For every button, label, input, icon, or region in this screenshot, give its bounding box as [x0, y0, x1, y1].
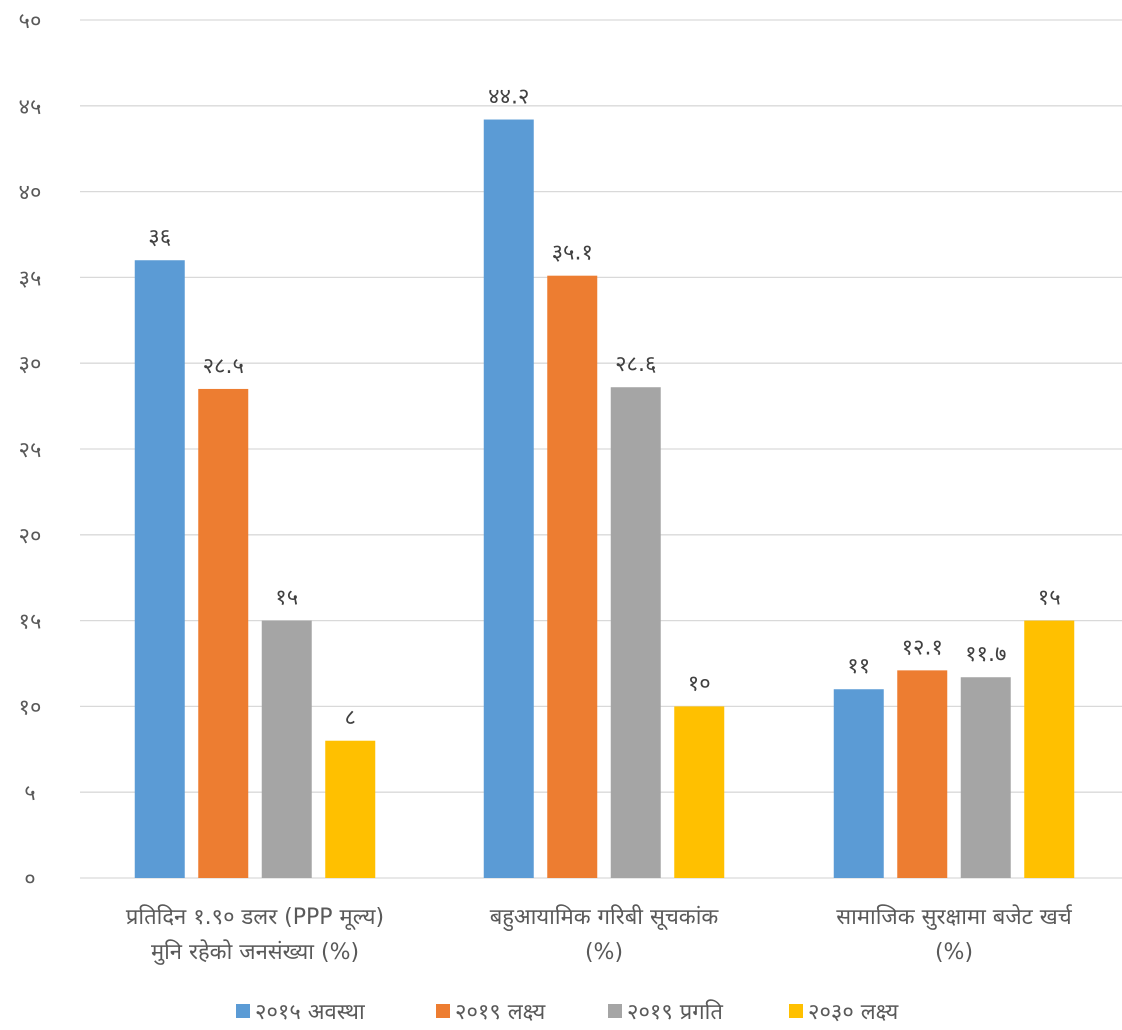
y-tick-label: १५ [19, 610, 42, 635]
y-tick-label: ३५ [19, 266, 42, 291]
y-tick-label: ५ [24, 781, 35, 806]
legend-swatch [236, 1004, 250, 1018]
legend: २०१५ अवस्था २०१९ लक्ष्य २०१९ प्रगति २०३० लक… [236, 999, 899, 1025]
data-label: २८.६ [615, 352, 656, 377]
bar [897, 670, 948, 878]
data-label: ३५.१ [552, 241, 593, 266]
legend-label: २०१५ अवस्था [255, 1000, 365, 1025]
legend-swatch [789, 1004, 803, 1018]
legend-label: २०१९ प्रगति [627, 999, 723, 1025]
bar [483, 119, 534, 878]
category-label: (%) [935, 940, 973, 965]
data-labels: ३६ ४४.२ ११ २८.५ ३५.१ १२.१ १५ २८.६ ११.७ ८ १० १५ [148, 85, 1060, 731]
data-label: ८ [345, 706, 356, 731]
legend-swatch [436, 1004, 450, 1018]
legend-label: २०३० लक्ष्य [808, 1000, 899, 1025]
data-label: १२.१ [902, 635, 943, 660]
category-label: प्रतिदिन १.९० डलर (PPP मूल्य) [126, 904, 384, 931]
bars [134, 119, 1075, 879]
bar [1024, 620, 1075, 878]
y-tick-label: ४५ [19, 95, 42, 120]
bar [674, 706, 725, 878]
y-tick-label: २० [19, 524, 42, 549]
bar [610, 387, 661, 878]
category-label: मुनि रहेको जनसंख्या (%) [151, 939, 359, 965]
data-label: १५ [1038, 586, 1061, 611]
y-tick-label: २५ [19, 438, 42, 463]
y-tick-label: ५० [19, 9, 42, 34]
bar [325, 740, 376, 878]
data-label: २८.५ [203, 354, 244, 379]
data-label: ११ [847, 654, 870, 679]
y-tick-label: १० [19, 695, 42, 720]
data-label: १५ [275, 586, 298, 611]
bar [833, 689, 884, 878]
y-axis-tick-labels: ० ५ १० १५ २० २५ ३० ३५ ४० ४५ ५० [19, 9, 42, 892]
category-label: (%) [585, 940, 623, 965]
bar [960, 677, 1011, 878]
category-label: बहुआयामिक गरिबी सूचकांक [490, 904, 720, 931]
category-label: सामाजिक सुरक्षामा बजेट खर्च [836, 904, 1072, 930]
x-axis-category-labels: प्रतिदिन १.९० डलर (PPP मूल्य) मुनि रहेको … [126, 904, 1073, 965]
gridlines [80, 19, 1122, 879]
y-tick-label: ३० [19, 352, 42, 377]
legend-label: २०१९ लक्ष्य [455, 1000, 546, 1025]
bar [547, 275, 598, 879]
y-tick-label: ४० [19, 181, 42, 206]
bar [198, 388, 249, 878]
y-tick-label: ० [24, 867, 35, 892]
bar [134, 260, 185, 878]
data-label: ११.७ [965, 642, 1006, 667]
bar [261, 620, 312, 878]
data-label: ४४.२ [488, 85, 529, 110]
legend-swatch [608, 1004, 622, 1018]
data-label: ३६ [148, 225, 171, 250]
data-label: १० [688, 671, 711, 696]
